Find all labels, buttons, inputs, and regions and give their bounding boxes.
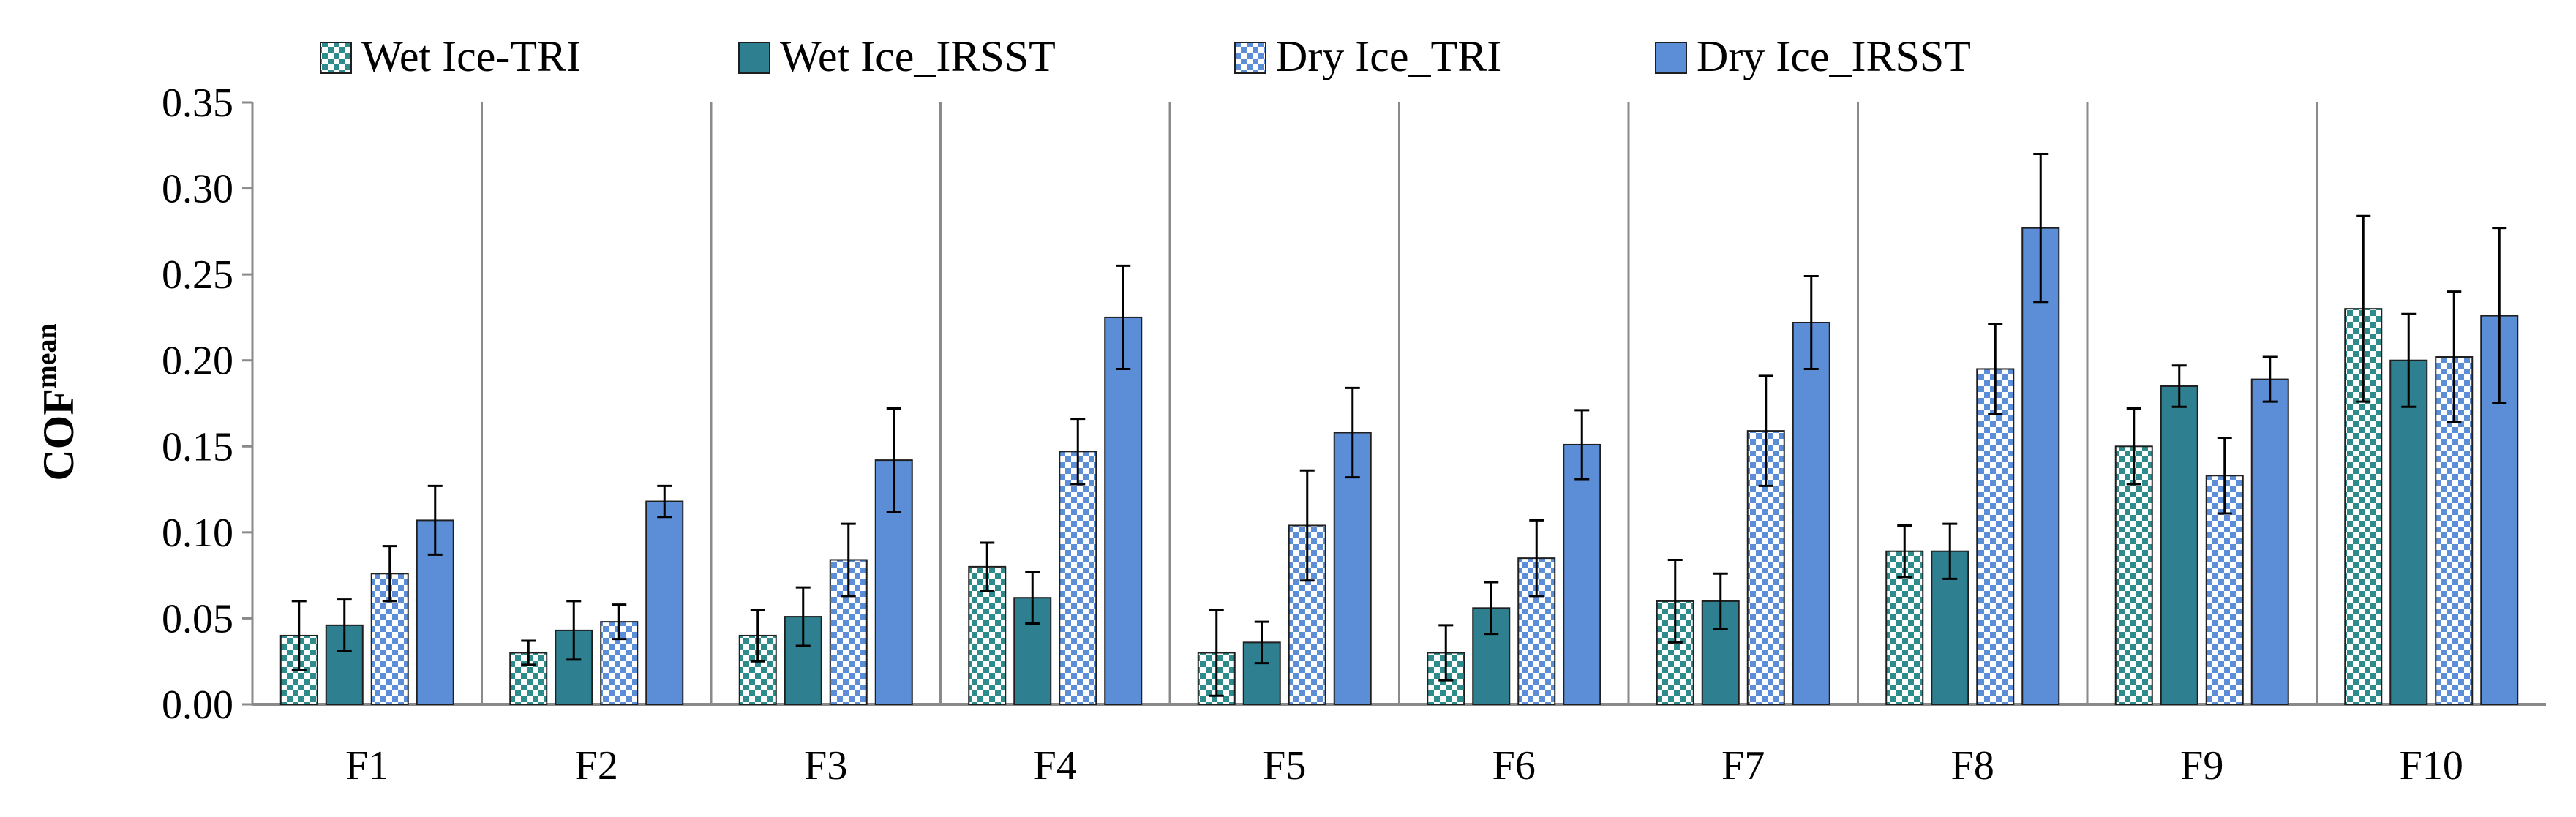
- legend-swatch: [738, 42, 770, 74]
- x-tick-label: F3: [804, 743, 847, 788]
- x-tick-label: F6: [1492, 743, 1536, 788]
- x-tick-label: F5: [1263, 743, 1306, 788]
- bars: [279, 153, 2519, 706]
- bar-dry-ice-tri-f10: [2435, 356, 2474, 705]
- bar-dry-ice-tri-f8: [1976, 368, 2015, 705]
- bar-dry-ice-irsst-f9: [2250, 378, 2289, 706]
- bar-dry-ice-tri-f4: [1059, 451, 1097, 706]
- bar-dry-ice-irsst-f2: [645, 500, 684, 705]
- bar-wet-ice-irsst-f9: [2160, 385, 2198, 705]
- bar-wet-ice-irsst-f5: [1242, 641, 1281, 705]
- x-tick-label: F1: [345, 743, 388, 788]
- y-axis-label-superscript: mean: [31, 323, 62, 388]
- legend-swatch: [1655, 42, 1687, 74]
- y-tick-label: 0.35: [162, 80, 233, 126]
- y-axis-label: COFmean: [31, 323, 83, 481]
- y-axis-label-main: COF: [34, 388, 83, 481]
- y-tick-label: 0.30: [162, 167, 233, 212]
- axes: 0.00 0.05 0.10 0.15 0.20 0.25 0.30 0.35 F1 F2 F3 F4…: [162, 80, 2546, 788]
- bar-dry-ice-irsst-f8: [2021, 227, 2060, 705]
- legend: Wet Ice-TRI Wet Ice_IRSST Dry Ice_TRI Dry I…: [320, 32, 1971, 80]
- x-tick-label: F2: [575, 743, 618, 788]
- y-tick-label: 0.00: [162, 682, 233, 728]
- legend-label: Dry Ice_TRI: [1276, 32, 1501, 80]
- y-tick-label: 0.20: [162, 339, 233, 384]
- y-tick-label: 0.05: [162, 596, 233, 641]
- x-tick-label: F7: [1721, 743, 1765, 788]
- x-tick-label: F10: [2400, 743, 2463, 788]
- legend-label: Wet Ice-TRI: [361, 32, 581, 80]
- x-tick-label: F9: [2180, 743, 2223, 788]
- legend-label: Wet Ice_IRSST: [780, 32, 1056, 80]
- legend-swatch: [320, 42, 352, 74]
- bar-dry-ice-irsst-f7: [1792, 321, 1830, 705]
- legend-swatch: [1234, 42, 1266, 74]
- y-tick-label: 0.15: [162, 424, 233, 470]
- y-tick-label: 0.10: [162, 511, 233, 556]
- bar-dry-ice-irsst-f4: [1104, 316, 1143, 705]
- bar-wet-ice-irsst-f10: [2389, 359, 2428, 705]
- bar-wet-ice-tri-f9: [2114, 445, 2153, 705]
- x-tick-label: F8: [1951, 743, 1994, 788]
- bar-dry-ice-irsst-f6: [1563, 443, 1601, 705]
- legend-label: Dry Ice_IRSST: [1697, 32, 1971, 80]
- x-tick-label: F4: [1034, 743, 1077, 788]
- bar-wet-ice-irsst-f1: [325, 624, 364, 705]
- y-tick-label: 0.25: [162, 252, 233, 298]
